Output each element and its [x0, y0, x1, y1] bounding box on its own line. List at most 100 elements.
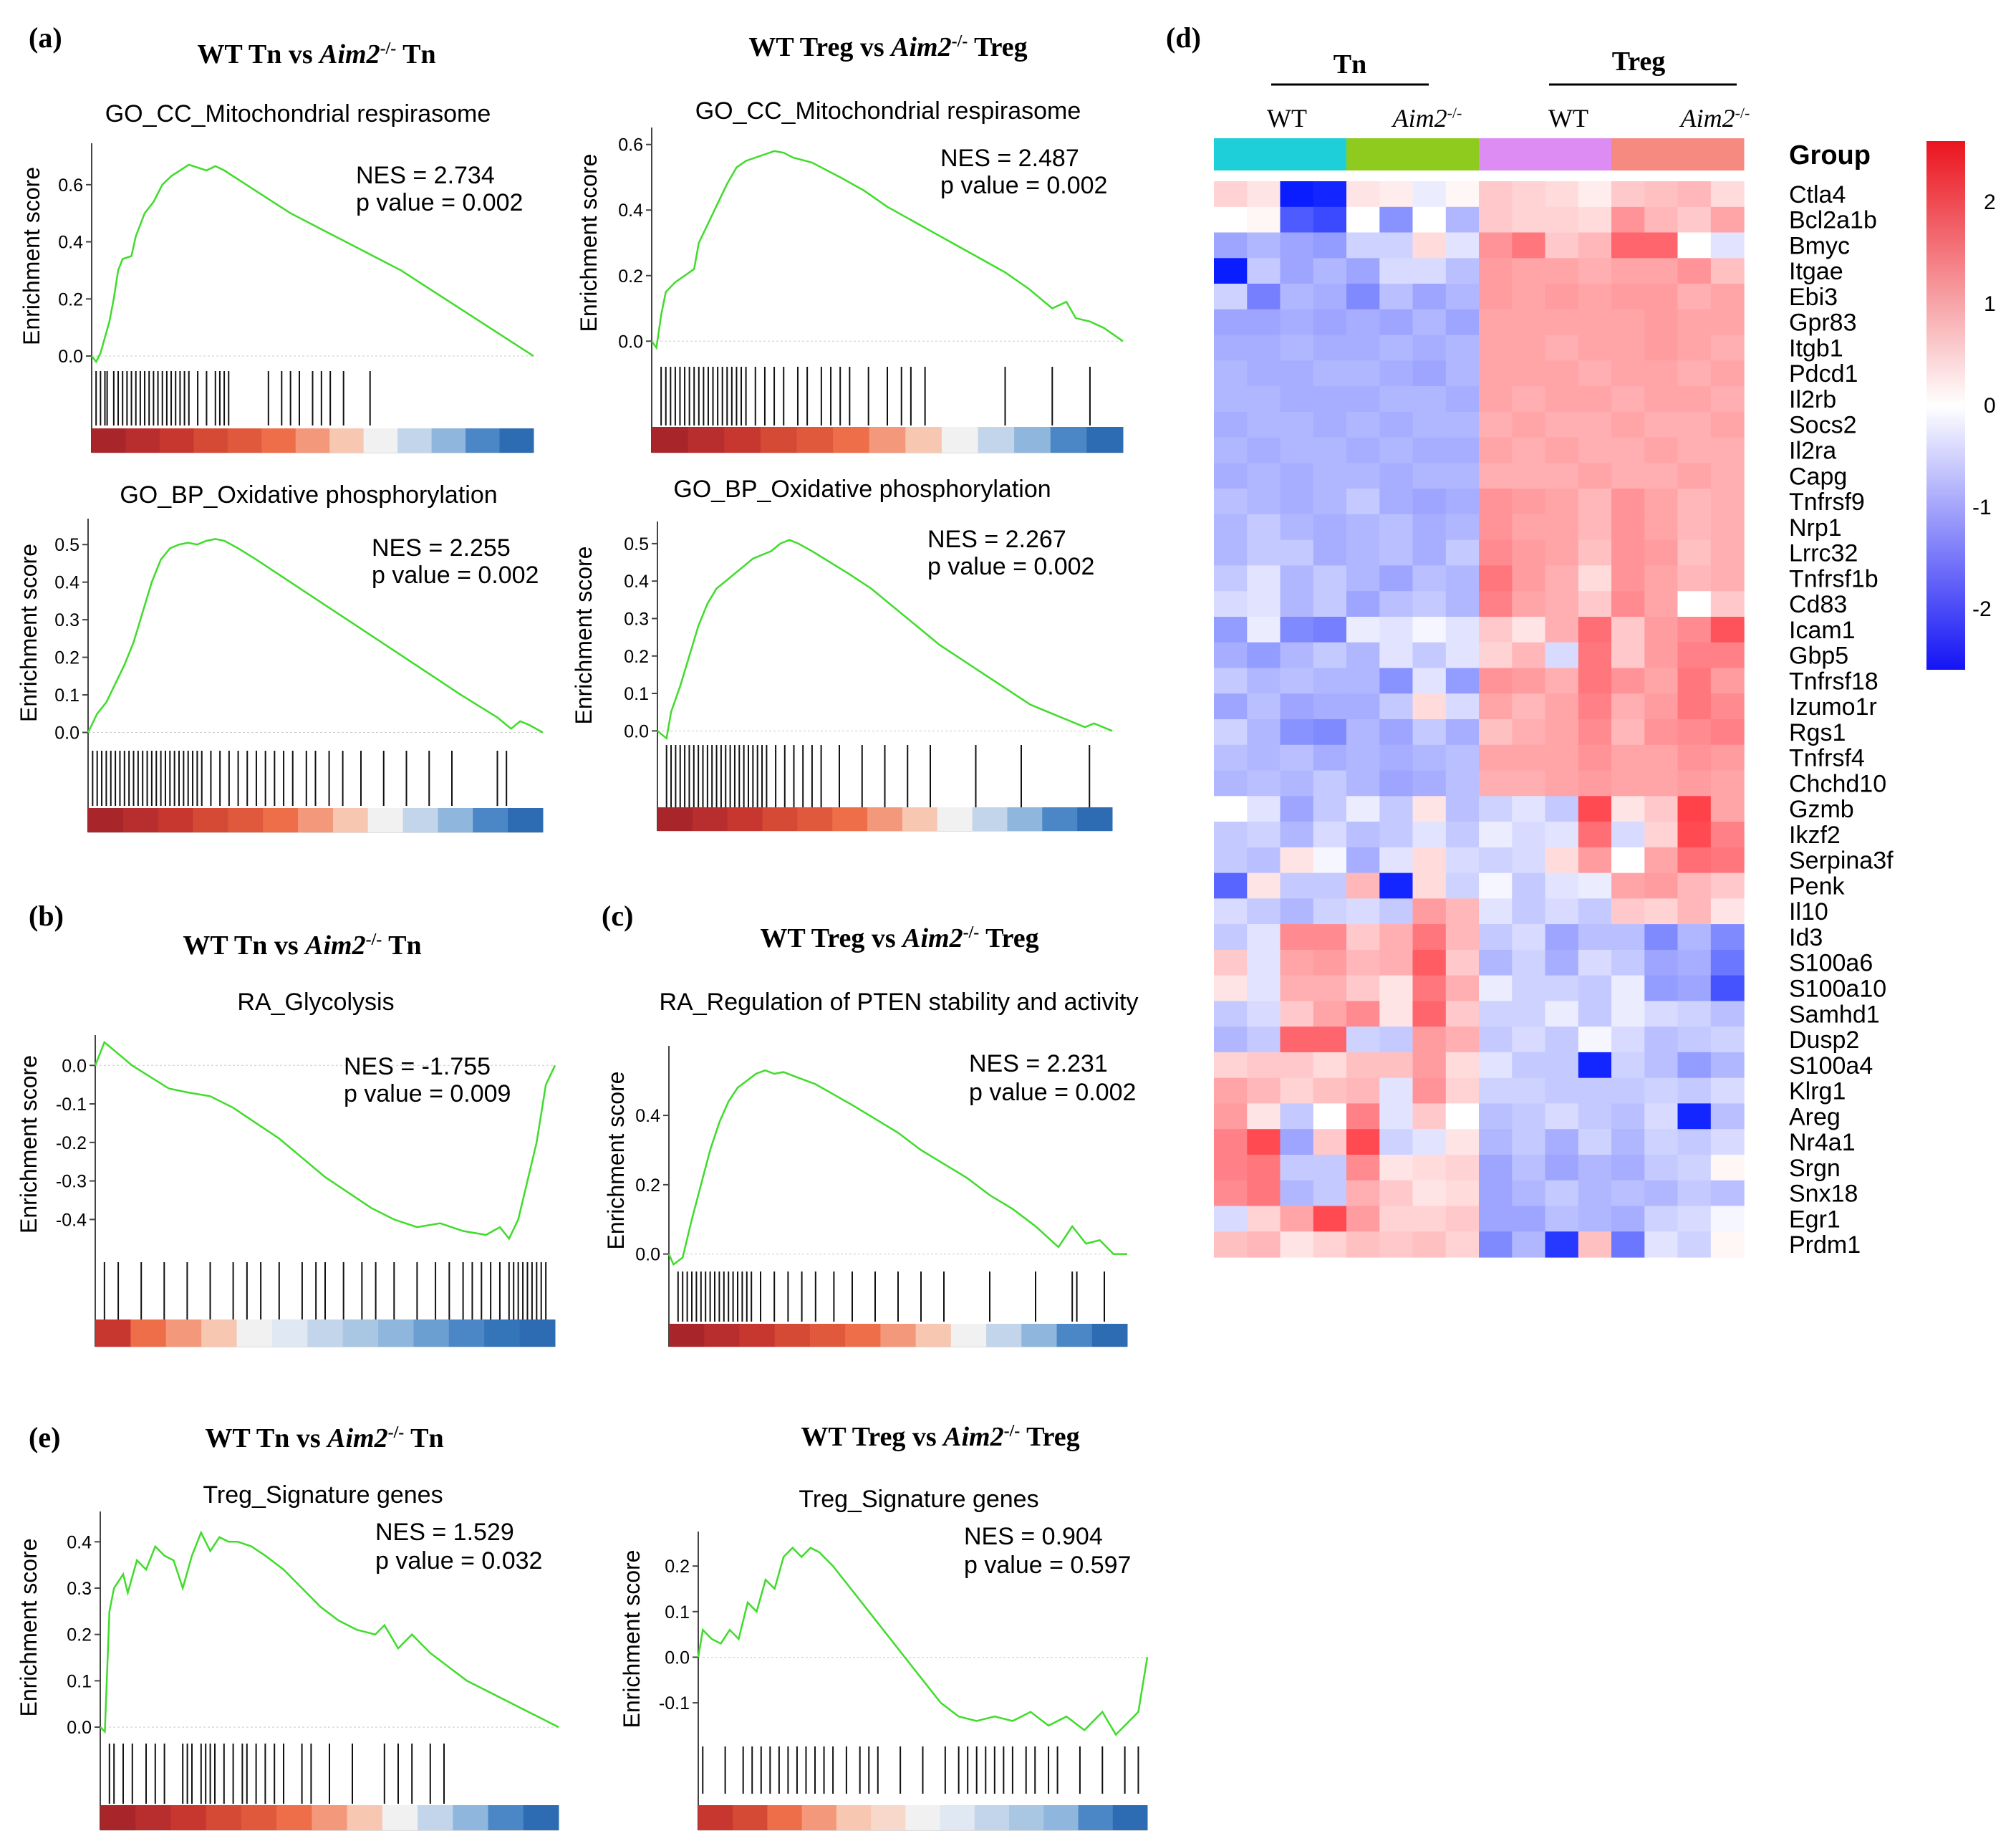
- heatmap-cell: [1280, 949, 1314, 976]
- heatmap-cell: [1512, 822, 1546, 848]
- heatmap-cell: [1479, 284, 1513, 310]
- heatmap-cell: [1445, 206, 1480, 234]
- heatmap-cell: [1313, 1052, 1347, 1079]
- heatmap-cell: [1214, 386, 1248, 413]
- heatmap-cell: [1412, 1155, 1447, 1181]
- heatmap-cell: [1412, 360, 1447, 387]
- heatmap-cell: [1644, 1180, 1679, 1207]
- y-tick-label: 0.0: [624, 721, 649, 741]
- heatmap-cell: [1445, 335, 1480, 361]
- heatmap-gene-label: Il2ra: [1789, 438, 1836, 465]
- heatmap-cell: [1611, 463, 1645, 489]
- heatmap-cell: [1611, 1052, 1645, 1079]
- heatmap-cell: [1677, 539, 1712, 567]
- heatmap-cell: [1710, 924, 1745, 951]
- heatmap-cell: [1578, 822, 1612, 848]
- heatmap-gene-label: Tnfrsf4: [1789, 745, 1865, 772]
- heatmap-cell: [1479, 309, 1513, 336]
- heatmap-cell: [1677, 591, 1712, 617]
- ranked-color-segment: [1009, 1805, 1044, 1830]
- ranked-color-segment: [950, 1324, 987, 1347]
- heatmap-cell: [1214, 1027, 1248, 1053]
- heatmap-cell: [1578, 1231, 1612, 1258]
- y-axis-label: Enrichment score: [619, 1550, 645, 1729]
- heatmap-cell: [1379, 411, 1414, 438]
- heatmap-cell: [1247, 335, 1281, 361]
- heatmap-cell: [1710, 975, 1745, 1001]
- heatmap-cell: [1313, 668, 1347, 694]
- heatmap-cell: [1644, 1077, 1679, 1105]
- heatmap-cell: [1379, 591, 1414, 617]
- heatmap-gene-label: Id3: [1789, 924, 1823, 951]
- comparison-title-italic: Aim2: [889, 32, 951, 62]
- heatmap-cell: [1479, 232, 1513, 259]
- heatmap-cell: [1379, 539, 1414, 567]
- heatmap-gene-label: Bmyc: [1789, 232, 1850, 259]
- y-tick-label: 0.3: [54, 610, 79, 630]
- heatmap-cell: [1445, 1206, 1480, 1232]
- heatmap-cell: [1644, 360, 1679, 387]
- heatmap-cell: [1710, 232, 1745, 259]
- heatmap-gene-label: Dusp2: [1789, 1027, 1859, 1054]
- heatmap-cell: [1611, 437, 1645, 463]
- heatmap-cell: [1313, 1001, 1347, 1027]
- heatmap-cell: [1677, 1180, 1712, 1207]
- heatmap-cell: [1214, 693, 1248, 720]
- heatmap-cell: [1445, 822, 1480, 848]
- gsea-panels: (a)WT Tn vs Aim2-/- TnGO_CC_Mitochondria…: [16, 21, 1149, 1831]
- heatmap-cell: [1214, 463, 1248, 489]
- heatmap-cell: [1512, 770, 1546, 797]
- heatmap-cell: [1545, 463, 1579, 489]
- heatmap-cell: [1214, 642, 1248, 669]
- heatmap-cell: [1644, 181, 1679, 208]
- heatmap-cell: [1578, 181, 1612, 208]
- ranked-color-segment: [986, 1324, 1022, 1347]
- heatmap-cell: [1644, 463, 1679, 489]
- heatmap-cell: [1611, 744, 1645, 771]
- y-tick-label: -0.4: [56, 1210, 87, 1230]
- heatmap-cell: [1578, 258, 1612, 284]
- heatmap-cell: [1445, 1052, 1480, 1079]
- heatmap-cell: [1214, 872, 1248, 899]
- heatmap-cell: [1412, 975, 1447, 1001]
- legend-tick-label: -1: [1972, 496, 1992, 519]
- heatmap-cell: [1479, 847, 1513, 874]
- heatmap-cell: [1611, 284, 1645, 310]
- y-tick-label: 0.1: [54, 686, 79, 706]
- heatmap-cell: [1280, 309, 1314, 336]
- heatmap-cell: [1644, 1206, 1679, 1232]
- heatmap-cell: [1710, 1206, 1745, 1232]
- heatmap-cell: [1479, 898, 1513, 925]
- heatmap-cell: [1644, 1129, 1679, 1155]
- y-tick-label: 0.4: [67, 1532, 92, 1552]
- heatmap-cell: [1710, 411, 1745, 438]
- heatmap-cell: [1379, 1027, 1414, 1053]
- heatmap-cell: [1412, 514, 1447, 541]
- heatmap-cell: [1412, 335, 1447, 361]
- heatmap-cell: [1445, 1103, 1480, 1130]
- p-value-label: p value = 0.002: [940, 172, 1107, 199]
- heatmap-cell: [1611, 258, 1645, 284]
- ranked-color-segment: [100, 1805, 136, 1830]
- heatmap-cell: [1313, 924, 1347, 951]
- heatmap-cell: [1710, 796, 1745, 822]
- heatmap-cell: [1445, 565, 1480, 592]
- heatmap-cell: [1644, 309, 1679, 336]
- heatmap-cell: [1445, 1001, 1480, 1027]
- nes-label: NES = 2.267: [927, 526, 1066, 553]
- ranked-color-segment: [241, 1805, 277, 1830]
- heatmap-cell: [1710, 360, 1745, 387]
- heatmap-cell: [1578, 463, 1612, 489]
- heatmap-cell: [1644, 949, 1679, 976]
- heatmap-cell: [1445, 411, 1480, 438]
- heatmap-cell: [1611, 924, 1645, 951]
- ranked-color-segment: [698, 1805, 733, 1830]
- heatmap-cell: [1412, 411, 1447, 438]
- heatmap-cell: [1379, 565, 1414, 592]
- heatmap-cell: [1677, 975, 1712, 1001]
- heatmap-cell: [1545, 284, 1579, 310]
- heatmap-cell: [1479, 1001, 1513, 1027]
- heatmap-cell: [1512, 1027, 1546, 1053]
- heatmap-cell: [1247, 1103, 1281, 1130]
